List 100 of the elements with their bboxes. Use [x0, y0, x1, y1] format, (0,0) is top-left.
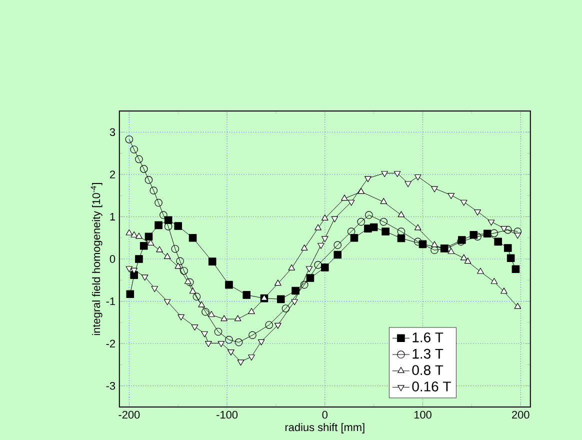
point: [500, 226, 508, 232]
point: [500, 288, 508, 294]
point: [464, 258, 472, 264]
point: [358, 188, 365, 194]
point: [130, 146, 138, 154]
point: [198, 301, 206, 308]
point: [448, 193, 455, 200]
point: [300, 280, 308, 289]
y-tick-label: 2: [110, 170, 115, 178]
point: [282, 304, 290, 312]
point: [334, 241, 342, 249]
x-tick-label: 200: [512, 410, 530, 419]
point: [504, 226, 512, 234]
point: [341, 194, 348, 201]
point: [189, 288, 196, 294]
point: [490, 229, 498, 238]
point: [136, 232, 142, 239]
point: [205, 341, 212, 348]
point: [370, 223, 378, 232]
point: [394, 171, 401, 178]
point: [144, 176, 153, 184]
point: [234, 315, 242, 322]
point: [174, 262, 182, 269]
point: [512, 265, 520, 274]
point: [160, 211, 168, 219]
point: [125, 135, 134, 144]
point: [130, 268, 138, 274]
x-tick-label: 100: [414, 410, 432, 419]
point: [334, 250, 342, 259]
point: [276, 295, 285, 304]
y-tick-label: -1: [106, 298, 116, 306]
point: [490, 278, 498, 284]
point: [483, 230, 492, 238]
point: [348, 200, 355, 206]
point: [431, 241, 438, 248]
x-axis-title: radius shift [mm]: [285, 423, 364, 434]
point: [291, 299, 298, 306]
point: [164, 299, 171, 306]
y-axis-title: integral field homogeneity [10$^{-4}$]: [90, 183, 102, 336]
point: [237, 360, 244, 366]
point: [357, 218, 365, 226]
point: [470, 231, 478, 239]
legend-label: 1.6 T: [412, 332, 444, 342]
point: [274, 280, 282, 286]
point: [188, 234, 197, 242]
point: [126, 290, 134, 298]
point: [364, 176, 372, 182]
point: [178, 314, 184, 320]
point: [201, 331, 208, 338]
point: [288, 264, 296, 270]
point: [184, 278, 192, 284]
point: [228, 350, 234, 356]
point: [126, 229, 133, 236]
point: [381, 171, 388, 178]
point: [154, 198, 162, 207]
point: [140, 242, 148, 250]
point: [397, 228, 406, 236]
point: [248, 308, 255, 314]
point: [488, 220, 495, 226]
point: [448, 248, 455, 254]
point: [242, 291, 251, 299]
point: [504, 244, 512, 252]
point: [192, 292, 201, 301]
point: [350, 234, 358, 242]
point: [130, 231, 138, 238]
point: [477, 268, 484, 274]
point: [147, 239, 154, 246]
point: [321, 214, 328, 221]
point: [460, 200, 468, 206]
point: [306, 274, 314, 282]
point: [306, 266, 313, 272]
point: [494, 238, 502, 246]
point: [174, 222, 182, 230]
point: [208, 310, 215, 317]
point: [514, 302, 522, 309]
point: [234, 338, 243, 346]
point: [414, 224, 422, 230]
point: [347, 228, 356, 236]
point: [202, 308, 210, 316]
point: [365, 211, 373, 219]
point: [430, 246, 438, 254]
point: [225, 280, 233, 289]
point: [292, 286, 300, 295]
y-tick-label: 3: [110, 128, 116, 136]
point: [140, 165, 148, 173]
point: [130, 271, 138, 279]
x-tick-label: -100: [216, 410, 238, 419]
point: [314, 224, 322, 230]
y-tick-label: 1: [110, 212, 116, 220]
point: [171, 244, 180, 253]
point: [318, 242, 324, 249]
point: [398, 211, 405, 218]
point: [404, 181, 412, 188]
legend-label: 0.8 T: [412, 365, 444, 376]
point: [258, 339, 265, 346]
point: [164, 252, 171, 259]
point: [414, 174, 422, 180]
y-tick-label: -2: [106, 340, 115, 348]
point: [248, 331, 256, 340]
x-tick-label: 0: [322, 410, 328, 419]
